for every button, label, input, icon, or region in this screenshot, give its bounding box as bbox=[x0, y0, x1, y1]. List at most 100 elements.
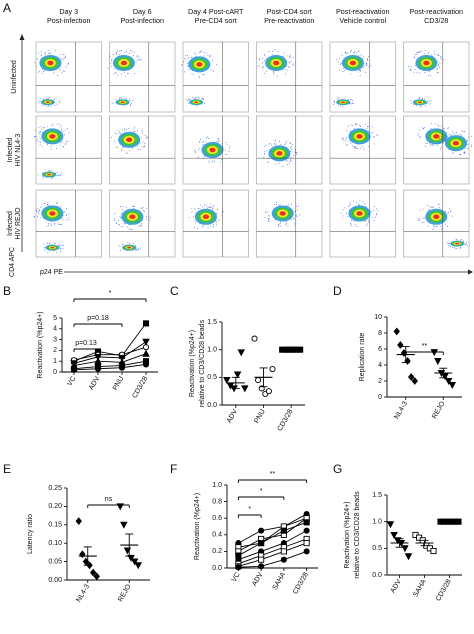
event-dot bbox=[408, 65, 409, 67]
event-dot bbox=[138, 58, 140, 60]
event-dot bbox=[471, 135, 473, 137]
marker bbox=[130, 558, 139, 566]
event-dot bbox=[213, 68, 215, 70]
event-dot bbox=[471, 144, 473, 146]
event-dot bbox=[367, 146, 369, 147]
event-dot bbox=[132, 205, 133, 207]
arrow-head bbox=[468, 269, 473, 275]
event-dot bbox=[215, 221, 217, 223]
event-dot bbox=[54, 243, 56, 245]
marker bbox=[258, 563, 265, 570]
y-tick-label: 2 bbox=[53, 347, 57, 354]
event-dot bbox=[41, 104, 43, 106]
event-dot bbox=[142, 207, 144, 209]
event-dot bbox=[266, 161, 268, 163]
event-dot bbox=[273, 73, 275, 75]
event-dot bbox=[277, 224, 279, 226]
event-dot bbox=[282, 55, 284, 57]
y-axis-label: relative to CD3/CD28 beads bbox=[354, 491, 361, 579]
event-dot bbox=[273, 72, 275, 74]
event-dot bbox=[370, 132, 372, 133]
event-dot bbox=[62, 244, 64, 246]
marker bbox=[280, 527, 287, 534]
y-axis-label: Reactivation (%p24+) bbox=[344, 501, 351, 568]
event-dot bbox=[34, 62, 36, 64]
event-dot bbox=[35, 141, 37, 143]
event-dot bbox=[434, 123, 436, 125]
event-dot bbox=[195, 53, 197, 55]
event-dot bbox=[353, 127, 355, 129]
dot-plot-frame bbox=[329, 115, 396, 185]
event-dot bbox=[467, 148, 469, 150]
y-tick-label: 0.0 bbox=[207, 402, 217, 409]
event-dot bbox=[455, 248, 457, 249]
event-dot bbox=[37, 213, 39, 214]
density-contour bbox=[276, 151, 283, 156]
event-dot bbox=[215, 220, 217, 222]
event-dot bbox=[296, 153, 298, 155]
y-tick-label: 0.5 bbox=[207, 374, 217, 381]
y-tick-label: 1.0 bbox=[372, 519, 382, 526]
event-dot bbox=[145, 137, 147, 139]
density-contour bbox=[47, 60, 54, 66]
event-dot bbox=[261, 58, 263, 59]
event-dot bbox=[374, 216, 376, 218]
event-dot bbox=[128, 127, 130, 129]
event-dot bbox=[137, 248, 139, 250]
event-dot bbox=[206, 204, 208, 206]
event-dot bbox=[51, 125, 53, 126]
event-dot bbox=[423, 208, 425, 210]
event-dot bbox=[419, 51, 421, 53]
event-dot bbox=[193, 73, 194, 75]
event-dot bbox=[39, 206, 41, 208]
event-dot bbox=[446, 136, 448, 138]
y-tick-label: 10 bbox=[374, 314, 382, 321]
event-dot bbox=[43, 127, 45, 129]
event-dot bbox=[438, 204, 440, 206]
event-dot bbox=[46, 98, 48, 100]
event-dot bbox=[347, 125, 349, 127]
event-dot bbox=[463, 240, 465, 242]
event-dot bbox=[337, 98, 339, 100]
event-dot bbox=[289, 62, 291, 64]
event-dot bbox=[61, 72, 63, 74]
column-header: Post-reactivation bbox=[336, 7, 390, 16]
marker bbox=[142, 361, 150, 368]
event-dot bbox=[216, 213, 218, 214]
event-dot bbox=[345, 51, 347, 53]
significance-label: ** bbox=[270, 471, 276, 478]
event-dot bbox=[355, 224, 357, 226]
event-dot bbox=[113, 67, 115, 69]
event-dot bbox=[444, 135, 446, 137]
event-dot bbox=[419, 72, 421, 74]
event-dot bbox=[439, 142, 441, 144]
marker bbox=[258, 556, 265, 563]
event-dot bbox=[226, 143, 228, 145]
event-dot bbox=[119, 206, 121, 208]
series-line bbox=[238, 542, 307, 567]
event-dot bbox=[288, 204, 289, 206]
event-dot bbox=[58, 244, 60, 246]
event-dot bbox=[292, 64, 294, 66]
event-dot bbox=[346, 53, 348, 55]
marker bbox=[79, 550, 86, 559]
event-dot bbox=[263, 146, 265, 148]
event-dot bbox=[53, 242, 55, 244]
event-dot bbox=[129, 98, 131, 100]
event-dot bbox=[286, 69, 288, 71]
event-dot bbox=[292, 63, 294, 65]
event-dot bbox=[125, 250, 127, 252]
event-dot bbox=[418, 98, 420, 100]
event-dot bbox=[428, 51, 430, 53]
event-dot bbox=[205, 137, 207, 139]
event-dot bbox=[286, 159, 288, 161]
event-dot bbox=[365, 205, 367, 207]
marker bbox=[255, 377, 262, 384]
event-dot bbox=[188, 102, 190, 104]
event-dot bbox=[46, 204, 48, 205]
event-dot bbox=[296, 205, 297, 207]
column-header: Pre-reactivation bbox=[264, 16, 314, 25]
event-dot bbox=[362, 200, 364, 202]
event-dot bbox=[144, 135, 146, 137]
